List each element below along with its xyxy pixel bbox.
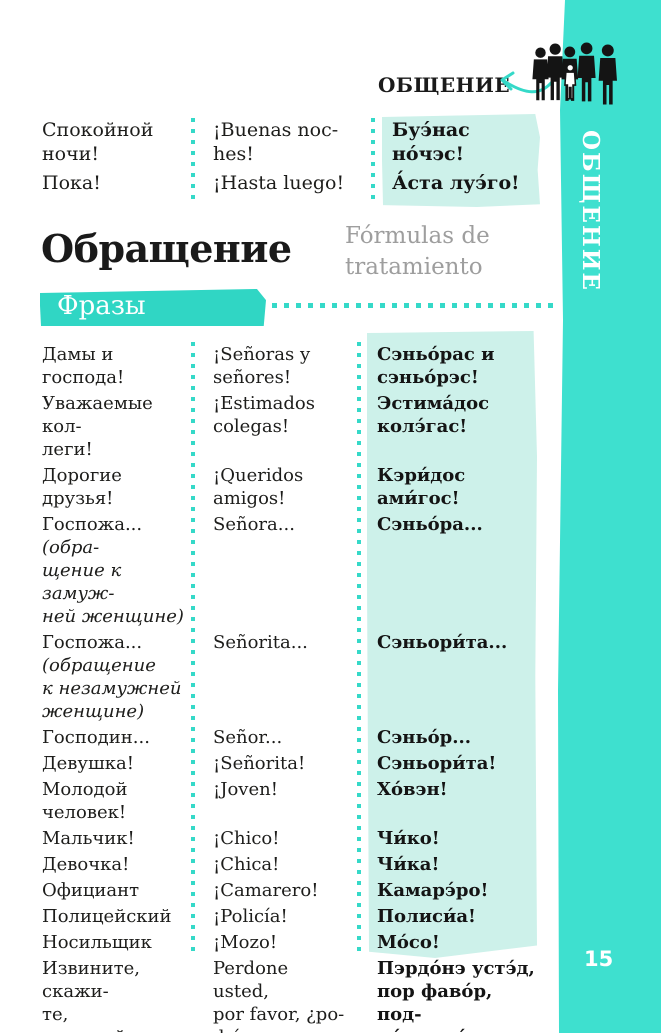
phrase-spanish: ¡Chico!	[213, 828, 280, 849]
phrase-transcription: Мо́со!	[377, 932, 440, 953]
phrase-russian: Дамы и господа!	[42, 344, 125, 388]
column-divider-dots	[191, 118, 195, 204]
phrase-spanish: ¡Mozo!	[213, 932, 278, 953]
phrase-transcription: Эстима́дос колэ́гас!	[377, 393, 490, 437]
phrase-russian: Дорогие друзья!	[42, 465, 122, 509]
phrase-spanish: ¡Joven!	[213, 779, 278, 800]
column-divider-dots	[371, 118, 375, 204]
phrases-band-label: Фразы	[57, 291, 146, 321]
phrase-spanish: ¡Señorita!	[213, 753, 306, 774]
phrase-spanish: ¡Chica!	[213, 854, 280, 875]
phrase-spanish: Señor...	[213, 727, 283, 748]
phrase-russian: Пока!	[42, 172, 101, 194]
main-phrase-table: Дамы и господа! ¡Señoras y señores! Сэнь…	[42, 343, 537, 1033]
phrase-transcription: Полиси́а!	[377, 906, 476, 927]
phrase-spanish: ¡Hasta luego!	[213, 172, 345, 194]
phrase-spanish: Perdone usted, por favor, ¿po- dría deci…	[213, 958, 345, 1033]
sidebar-chapter-label: ОБЩЕНИЕ	[577, 130, 604, 292]
phrase-transcription: Чи́ко!	[377, 828, 440, 849]
phrase-transcription: Сэньо́р...	[377, 727, 472, 748]
phrase-spanish: Señorita...	[213, 632, 308, 653]
phrase-russian: Уважаемые кол- леги!	[42, 393, 153, 460]
phrase-transcription: Кэри́дос ами́гос!	[377, 465, 466, 509]
phrase-spanish: ¡Camarero!	[213, 880, 319, 901]
phrases-band: Фразы	[40, 289, 266, 326]
arrow-left-icon	[495, 68, 553, 108]
column-divider-dots	[357, 342, 361, 954]
phrase-transcription: Буэ́нас но́чэс!	[392, 119, 470, 165]
phrase-spanish: Señora...	[213, 514, 295, 535]
phrase-transcription: Сэньо́ра...	[377, 514, 483, 535]
phrase-transcription: Пэрдо́нэ устэ́д, пор фаво́р, под- ри́а д…	[377, 958, 535, 1033]
band-divider-dots	[272, 303, 558, 308]
phrase-spanish: ¡Buenas noc- hes!	[213, 119, 339, 165]
phrase-spanish: ¡Queridos amigos!	[213, 465, 304, 509]
phrase-russian: Госпожа... (обращение к незамужней женщи…	[42, 632, 182, 722]
phrase-russian: Господин...	[42, 727, 150, 748]
phrase-russian: Госпожа... (обра- щение к замуж- ней жен…	[42, 514, 184, 627]
phrase-russian: Носильщик	[42, 932, 152, 953]
phrase-russian: Официант	[42, 880, 140, 901]
column-divider-dots	[191, 342, 195, 954]
phrase-transcription: Сэньо́рас и сэньо́рэс!	[377, 344, 495, 388]
phrase-russian-note: (обращение к незамужней женщине)	[42, 655, 182, 722]
phrase-transcription: Камарэ́ро!	[377, 880, 489, 901]
phrase-transcription: А́ста луэ́го!	[392, 172, 520, 194]
phrase-transcription: Чи́ка!	[377, 854, 440, 875]
page-number: 15	[584, 947, 614, 971]
phrase-spanish: ¡Señoras y señores!	[213, 344, 311, 388]
phrase-russian: Полицейский	[42, 906, 172, 927]
phrase-transcription: Сэньори́та!	[377, 753, 497, 774]
phrase-russian: Мальчик!	[42, 828, 135, 849]
transcription-highlight-top	[382, 114, 540, 207]
intro-phrase-table: Спокойной ночи! ¡Buenas noc- hes! Буэ́на…	[42, 118, 540, 195]
phrase-russian: Девочка!	[42, 854, 130, 875]
phrase-russian: Спокойной ночи!	[42, 119, 154, 165]
phrase-transcription: Хо́вэн!	[377, 779, 448, 800]
phrase-russian: Извините, скажи- те, пожалуйста,...	[42, 958, 180, 1033]
phrase-russian: Девушка!	[42, 753, 134, 774]
phrase-spanish: ¡Estimados colegas!	[213, 393, 315, 437]
phrase-russian: Молодой человек!	[42, 779, 128, 823]
people-group-icon	[531, 42, 623, 112]
sidebar-band	[558, 0, 661, 1033]
chapter-kicker: ОБЩЕНИЕ	[378, 73, 511, 97]
phrase-russian-note: (обра- щение к замуж- ней женщине)	[42, 537, 184, 627]
transcription-highlight-main	[367, 331, 537, 958]
section-title: Обращение	[41, 226, 292, 271]
section-subtitle: Fórmulas de tratamiento	[345, 223, 490, 280]
phrase-spanish: ¡Policía!	[213, 906, 288, 927]
phrase-transcription: Сэньори́та...	[377, 632, 508, 653]
